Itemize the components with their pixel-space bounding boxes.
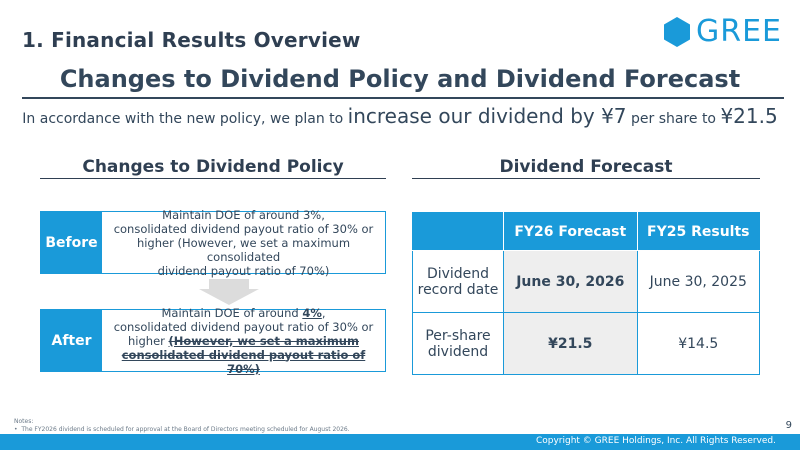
- policy-after-line-1: Maintain DOE of around 4%,: [104, 306, 383, 320]
- policy-after-line-1-prefix: Maintain DOE of around: [161, 305, 303, 320]
- note-1-text: The FY2026 dividend is scheduled for app…: [21, 426, 350, 433]
- copyright: Copyright © GREE Holdings, Inc. All Righ…: [535, 436, 776, 446]
- policy-after-struck-text-1: (However, we set a maximum: [168, 333, 359, 348]
- row-label-line-1: Per-share: [425, 327, 491, 344]
- fy26-record-date: June 30, 2026: [503, 250, 638, 313]
- section-title: 1. Financial Results Overview: [22, 28, 361, 52]
- lead-part-3: per share to: [626, 111, 721, 127]
- forecast-heading-rule: [412, 178, 760, 179]
- lead-part-1: In accordance with the new policy, we pl…: [22, 111, 348, 127]
- logo-text: GREE: [696, 14, 783, 49]
- policy-heading-rule: [40, 178, 386, 179]
- row-label-line-1: Dividend: [426, 265, 490, 282]
- footer-bar: Copyright © GREE Holdings, Inc. All Righ…: [0, 434, 800, 450]
- policy-before-text: Maintain DOE of around 3%, consolidated …: [102, 208, 385, 278]
- policy-after-line-2: consolidated dividend payout ratio of 30…: [113, 319, 374, 334]
- table-row: Dividend record date June 30, 2026 June …: [412, 250, 761, 313]
- forecast-header-fy25: FY25 Results: [636, 212, 761, 251]
- forecast-header-empty: [412, 212, 504, 251]
- footnotes: Notes: • The FY2026 dividend is schedule…: [14, 418, 350, 434]
- forecast-header-row: FY26 Forecast FY25 Results: [412, 212, 761, 251]
- policy-heading: Changes to Dividend Policy: [82, 157, 344, 177]
- policy-after-doe-value: 4%: [302, 305, 322, 320]
- row-label-line-2: record date: [417, 281, 499, 298]
- row-label-record-date: Dividend record date: [412, 250, 504, 313]
- policy-before-line-1: Maintain DOE of around 3%,: [162, 207, 325, 222]
- page-number: 9: [785, 420, 792, 431]
- table-row: Per-share dividend ¥21.5 ¥14.5: [412, 312, 761, 375]
- policy-before-row: Before Maintain DOE of around 3%, consol…: [40, 208, 386, 278]
- lead-part-2: increase our dividend by ¥7: [347, 104, 627, 128]
- fy26-per-share-dividend: ¥21.5: [503, 312, 638, 375]
- policy-before-line-4: dividend payout ratio of 70%): [157, 263, 330, 278]
- policy-after-struck-text-2: consolidated dividend payout ratio of 70…: [121, 347, 366, 376]
- policy-after-row: After Maintain DOE of around 4%, consoli…: [40, 306, 386, 376]
- forecast-heading: Dividend Forecast: [499, 157, 673, 177]
- policy-before-label: Before: [41, 212, 102, 273]
- forecast-header-fy26: FY26 Forecast: [503, 212, 638, 251]
- lead-sentence: In accordance with the new policy, we pl…: [0, 104, 800, 128]
- page-title: Changes to Dividend Policy and Dividend …: [59, 65, 741, 93]
- hexagon-logo-icon: [664, 16, 690, 47]
- down-arrow-icon: [199, 279, 259, 305]
- gree-logo: GREE: [662, 14, 782, 49]
- notes-title: Notes:: [14, 418, 34, 425]
- policy-after-line-1-suffix: ,: [321, 305, 326, 320]
- title-divider: [22, 97, 784, 99]
- policy-after-line-3-prefix: higher: [128, 333, 169, 348]
- fy25-record-date: June 30, 2025: [636, 250, 761, 313]
- policy-before-line-3: higher (However, we set a maximum consol…: [136, 235, 351, 264]
- policy-before-line-2: consolidated dividend payout ratio of 30…: [113, 221, 374, 236]
- lead-part-4: ¥21.5: [720, 104, 778, 128]
- note-item: • The FY2026 dividend is scheduled for a…: [14, 426, 350, 433]
- row-label-line-2: dividend: [427, 343, 489, 360]
- policy-after-text: Maintain DOE of around 4%, consolidated …: [102, 306, 385, 376]
- fy25-per-share-dividend: ¥14.5: [636, 312, 761, 375]
- row-label-per-share-dividend: Per-share dividend: [412, 312, 504, 375]
- policy-after-line-3: higher (However, we set a maximum: [104, 334, 383, 348]
- forecast-table: FY26 Forecast FY25 Results Dividend reco…: [412, 212, 761, 375]
- policy-after-label: After: [41, 310, 102, 371]
